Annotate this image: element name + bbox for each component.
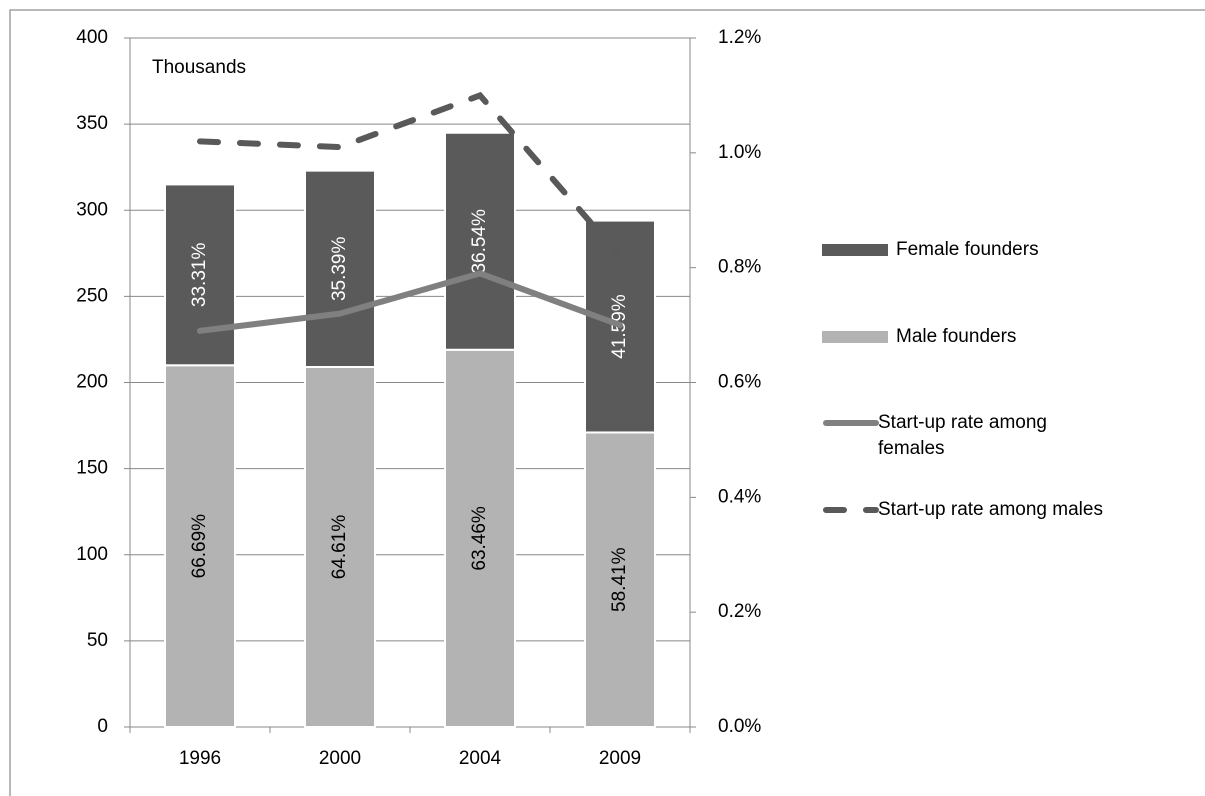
- y2-tick-label: 0.0%: [718, 716, 761, 737]
- y-tick-label: 0: [97, 716, 108, 737]
- y2-tick-label: 0.2%: [718, 601, 761, 622]
- legend-label: Female founders: [896, 239, 1039, 260]
- x-tick-label: 1996: [179, 748, 221, 769]
- x-tick-label: 2004: [459, 748, 502, 769]
- y2-tick-label: 1.0%: [718, 142, 761, 163]
- bar: [304, 169, 376, 368]
- y2-tick-label: 0.8%: [718, 257, 761, 278]
- y-tick-label: 50: [87, 630, 108, 651]
- y-tick-label: 250: [76, 285, 108, 306]
- bar-label: 66.69%: [189, 514, 210, 579]
- legend-label: Start-up rate among females: [878, 412, 1047, 459]
- bar-label: 35.39%: [329, 236, 350, 301]
- bar-label: 64.61%: [329, 515, 350, 580]
- bar-label: 36.54%: [469, 209, 490, 274]
- y-tick-label: 100: [76, 544, 108, 565]
- bar-label: 58.41%: [609, 547, 630, 612]
- bar-label: 33.31%: [189, 243, 210, 308]
- y2-tick-label: 0.6%: [718, 372, 761, 393]
- bar-label: 63.46%: [469, 506, 490, 571]
- y2-tick-label: 1.2%: [718, 27, 761, 48]
- y-tick-label: 400: [76, 27, 108, 48]
- legend-swatch: [822, 244, 888, 256]
- legend-label: Male founders: [896, 326, 1017, 347]
- annotation: Thousands: [152, 57, 246, 78]
- bar: [444, 131, 516, 351]
- bar: [444, 348, 516, 728]
- y-tick-label: 350: [76, 113, 108, 134]
- legend-swatch: [822, 331, 888, 343]
- line: [197, 270, 623, 334]
- line: [197, 91, 623, 260]
- y-tick-label: 150: [76, 458, 108, 479]
- y2-tick-label: 0.4%: [718, 486, 761, 507]
- x-tick-label: 2000: [319, 748, 361, 769]
- chart-border: [9, 9, 1205, 796]
- y-tick-label: 200: [76, 372, 108, 393]
- x-tick-label: 2009: [599, 748, 641, 769]
- y-tick-label: 300: [76, 199, 108, 220]
- legend-label: Start-up rate among males: [878, 499, 1103, 520]
- bar: [164, 183, 236, 367]
- bar: [584, 431, 656, 728]
